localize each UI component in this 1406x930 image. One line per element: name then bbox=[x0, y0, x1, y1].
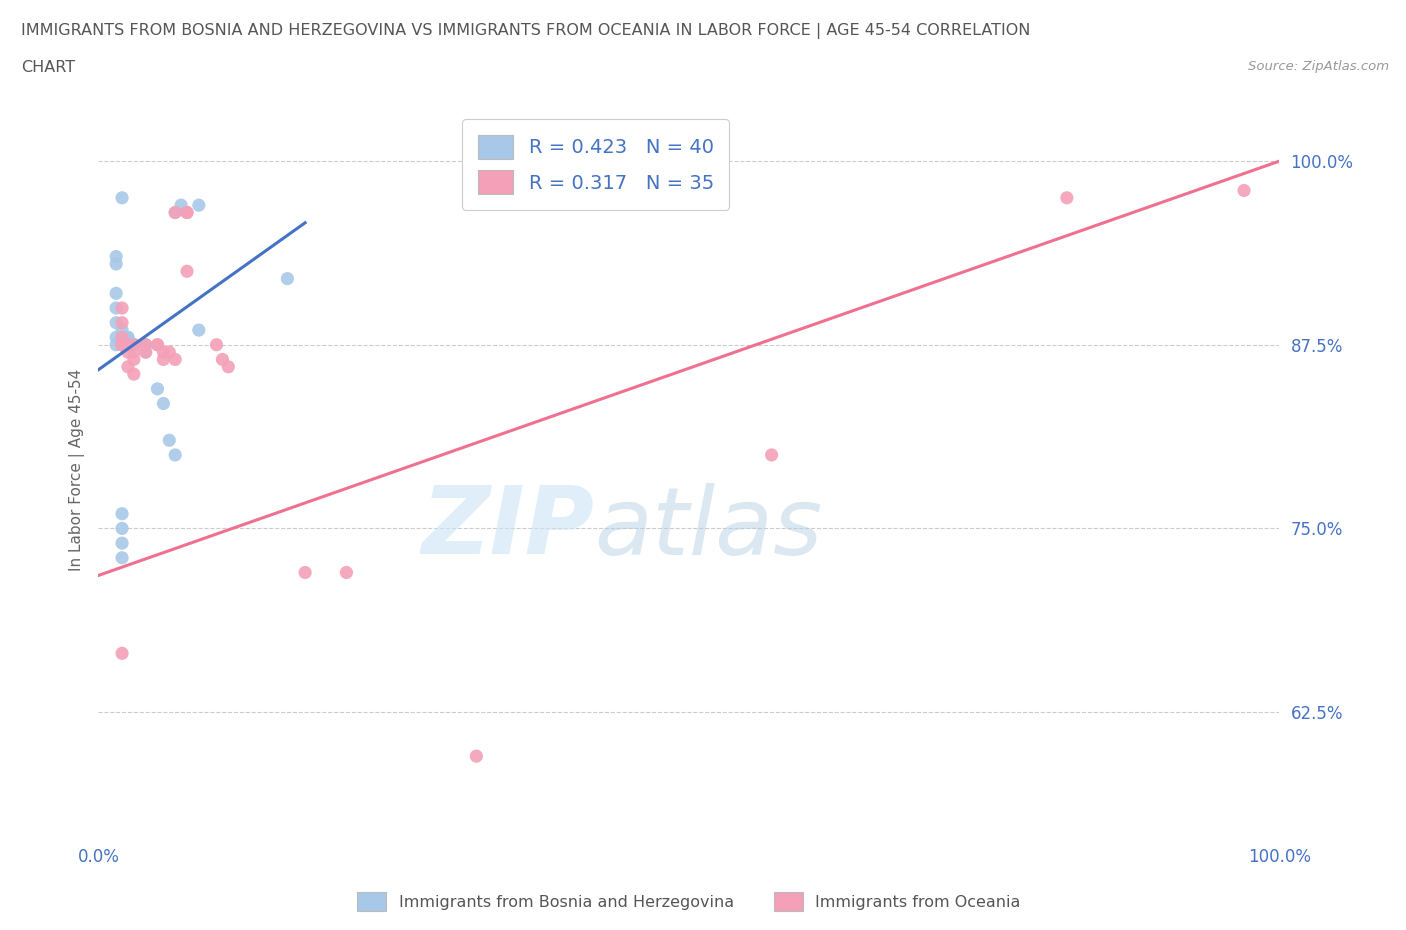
Point bbox=[111, 338, 134, 352]
Point bbox=[211, 352, 233, 367]
Point bbox=[135, 338, 157, 352]
Point bbox=[294, 565, 316, 580]
Point bbox=[111, 521, 134, 536]
Text: CHART: CHART bbox=[21, 60, 75, 75]
Point bbox=[335, 565, 357, 580]
Point bbox=[111, 330, 134, 345]
Point bbox=[122, 352, 145, 367]
Point bbox=[152, 396, 174, 411]
Point bbox=[105, 300, 128, 315]
Point bbox=[165, 447, 187, 462]
Legend: Immigrants from Bosnia and Herzegovina, Immigrants from Oceania: Immigrants from Bosnia and Herzegovina, … bbox=[352, 885, 1026, 918]
Point bbox=[122, 345, 145, 360]
Point bbox=[157, 432, 180, 447]
Point bbox=[146, 381, 169, 396]
Point bbox=[122, 338, 145, 352]
Point bbox=[187, 323, 209, 338]
Point bbox=[761, 447, 783, 462]
Point bbox=[111, 536, 134, 551]
Point bbox=[117, 345, 139, 360]
Text: atlas: atlas bbox=[595, 483, 823, 574]
Point bbox=[146, 338, 169, 352]
Point bbox=[176, 206, 198, 220]
Point bbox=[276, 272, 298, 286]
Point bbox=[117, 338, 139, 352]
Point bbox=[135, 345, 157, 360]
Point bbox=[111, 338, 134, 352]
Point bbox=[111, 323, 134, 338]
Point bbox=[165, 206, 187, 220]
Point bbox=[117, 338, 139, 352]
Point bbox=[105, 315, 128, 330]
Point bbox=[111, 338, 134, 352]
Point bbox=[117, 338, 139, 352]
Point bbox=[170, 198, 193, 213]
Point bbox=[205, 338, 228, 352]
Point bbox=[111, 191, 134, 206]
Point bbox=[176, 206, 198, 220]
Point bbox=[165, 206, 187, 220]
Point bbox=[105, 286, 128, 300]
Point bbox=[111, 315, 134, 330]
Point bbox=[122, 366, 145, 381]
Point bbox=[152, 345, 174, 360]
Point bbox=[105, 249, 128, 264]
Point bbox=[135, 338, 157, 352]
Point bbox=[465, 749, 488, 764]
Point bbox=[187, 198, 209, 213]
Point bbox=[117, 338, 139, 352]
Point bbox=[105, 338, 128, 352]
Point bbox=[165, 352, 187, 367]
Point bbox=[122, 338, 145, 352]
Y-axis label: In Labor Force | Age 45-54: In Labor Force | Age 45-54 bbox=[69, 368, 84, 571]
Point bbox=[217, 359, 239, 374]
Point bbox=[176, 264, 198, 279]
Point bbox=[105, 257, 128, 272]
Point bbox=[122, 338, 145, 352]
Point bbox=[111, 338, 134, 352]
Point bbox=[135, 345, 157, 360]
Point bbox=[157, 345, 180, 360]
Point bbox=[146, 338, 169, 352]
Point bbox=[1056, 191, 1078, 206]
Point bbox=[111, 330, 134, 345]
Point bbox=[111, 338, 134, 352]
Point bbox=[105, 330, 128, 345]
Point bbox=[111, 551, 134, 565]
Text: Source: ZipAtlas.com: Source: ZipAtlas.com bbox=[1249, 60, 1389, 73]
Point bbox=[111, 338, 134, 352]
Point bbox=[1233, 183, 1256, 198]
Point bbox=[152, 352, 174, 367]
Point bbox=[122, 338, 145, 352]
Point bbox=[111, 338, 134, 352]
Point bbox=[117, 338, 139, 352]
Point bbox=[117, 359, 139, 374]
Text: IMMIGRANTS FROM BOSNIA AND HERZEGOVINA VS IMMIGRANTS FROM OCEANIA IN LABOR FORCE: IMMIGRANTS FROM BOSNIA AND HERZEGOVINA V… bbox=[21, 23, 1031, 39]
Point bbox=[135, 338, 157, 352]
Point bbox=[111, 506, 134, 521]
Point bbox=[111, 338, 134, 352]
Point bbox=[117, 330, 139, 345]
Text: ZIP: ZIP bbox=[422, 483, 595, 575]
Point bbox=[111, 645, 134, 660]
Point bbox=[117, 330, 139, 345]
Point bbox=[111, 300, 134, 315]
